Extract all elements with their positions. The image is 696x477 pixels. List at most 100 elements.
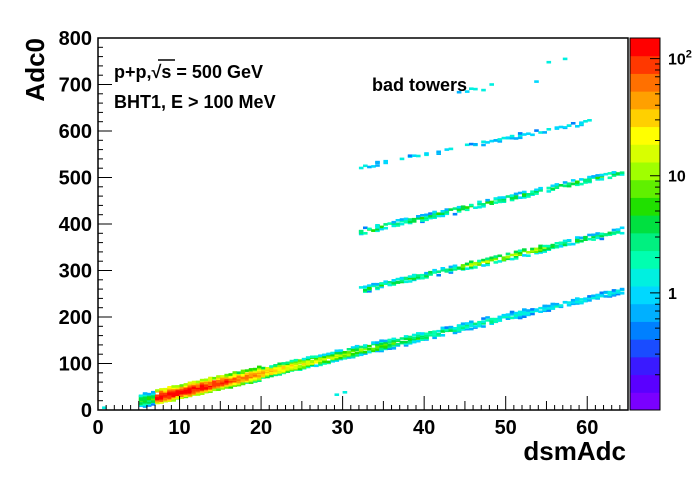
heatmap-cell (497, 200, 503, 204)
heatmap-cell (489, 319, 494, 323)
heatmap-cell (607, 293, 613, 296)
heatmap-cell (456, 210, 462, 213)
heatmap-cell (460, 205, 466, 208)
x-tick-label: 60 (576, 417, 598, 439)
heatmap-cell (517, 249, 523, 253)
heatmap-cell (534, 308, 539, 311)
heatmap-cell (379, 347, 384, 350)
heatmap-cell (379, 339, 384, 342)
heatmap-cell (399, 337, 405, 340)
heatmap-cell (399, 279, 405, 282)
heatmap-cell (517, 316, 523, 320)
heatmap-cell (513, 311, 519, 315)
heatmap-cell (338, 353, 344, 356)
heatmap-cell (146, 396, 152, 399)
heatmap-cell (428, 212, 433, 215)
heatmap-cell (179, 384, 185, 387)
heatmap-cell (473, 266, 478, 269)
heatmap-cell (501, 313, 507, 317)
heatmap-cell (167, 386, 172, 389)
heatmap-cell (513, 137, 519, 140)
heatmap-cell (619, 173, 625, 176)
heatmap-cell (562, 181, 568, 184)
heatmap-cell (542, 131, 547, 134)
heatmap-cell (375, 349, 380, 353)
heatmap-cell (167, 388, 172, 392)
color-scale-swatch (630, 55, 660, 74)
heatmap-cell (395, 222, 401, 226)
heatmap-cell (554, 183, 560, 186)
heatmap-cell (546, 186, 552, 190)
heatmap-cell (375, 226, 380, 229)
heatmap-cell (167, 396, 172, 399)
heatmap-cell (440, 212, 446, 215)
heatmap-cell (155, 394, 160, 398)
heatmap-cell (383, 339, 388, 343)
heatmap-cell (387, 347, 393, 350)
heatmap-cell (481, 140, 486, 144)
heatmap-cell (562, 126, 568, 129)
heatmap-cell (171, 399, 176, 402)
heatmap-cell (371, 282, 376, 286)
heatmap-cell (354, 354, 360, 357)
heatmap-cell (570, 179, 576, 182)
heatmap-cell (403, 335, 409, 338)
heatmap-cell (358, 345, 364, 349)
heatmap-cell (603, 290, 609, 294)
heatmap-cell (452, 329, 458, 332)
y-tick-label: 500 (59, 168, 92, 190)
heatmap-cell (599, 232, 605, 236)
heatmap-cell (432, 271, 437, 274)
heatmap-cell (493, 139, 499, 142)
heatmap-cell (595, 296, 600, 299)
heatmap-cell (599, 294, 605, 298)
heatmap-cell (330, 353, 335, 357)
heatmap-cell (399, 276, 405, 280)
heatmap-cell (199, 385, 205, 388)
heatmap-cell (448, 147, 454, 151)
heatmap-cell (379, 283, 384, 287)
color-scale-tick-label: 10 (668, 169, 686, 186)
heatmap-cell (281, 370, 287, 374)
heatmap-cell (293, 366, 299, 370)
heatmap-cell (558, 304, 564, 307)
heatmap-cell (195, 385, 201, 388)
heatmap-cell (477, 205, 482, 209)
heatmap-cell (611, 289, 617, 292)
heatmap-cell (469, 320, 474, 324)
heatmap-cell (208, 376, 213, 380)
heatmap-cell (265, 375, 270, 379)
heatmap-cell (460, 322, 466, 325)
heatmap-cell (591, 175, 596, 178)
heatmap-cell (216, 388, 221, 391)
heatmap-cell (138, 401, 144, 405)
heatmap-cell (587, 175, 592, 179)
heatmap-cell (538, 131, 543, 134)
heatmap-cell (277, 370, 282, 374)
color-scale-swatch (630, 179, 660, 198)
heatmap-cell (477, 323, 482, 326)
heatmap-cell (420, 273, 425, 277)
heatmap-cell (220, 380, 225, 384)
heatmap-cell (517, 132, 523, 135)
heatmap-cell (224, 380, 229, 383)
x-axis-label: dsmAdc (523, 436, 626, 466)
heatmap-cell (497, 196, 503, 199)
heatmap-cell (526, 251, 531, 254)
heatmap-cell (195, 388, 201, 392)
heatmap-cell (424, 276, 429, 279)
heatmap-cell (436, 273, 441, 277)
heatmap-cell (526, 309, 531, 312)
heatmap-cell (591, 233, 596, 237)
heatmap-cell (611, 293, 617, 296)
heatmap-cell (469, 260, 474, 264)
heatmap-cell (269, 374, 274, 378)
color-scale-swatch (630, 197, 660, 216)
heatmap-cell (591, 294, 596, 298)
heatmap-cell (522, 196, 527, 199)
heatmap-cell (277, 364, 282, 368)
heatmap-cell (583, 178, 588, 182)
heatmap-cell (530, 133, 535, 137)
heatmap-cell (179, 386, 185, 390)
heatmap-cell (199, 382, 205, 386)
